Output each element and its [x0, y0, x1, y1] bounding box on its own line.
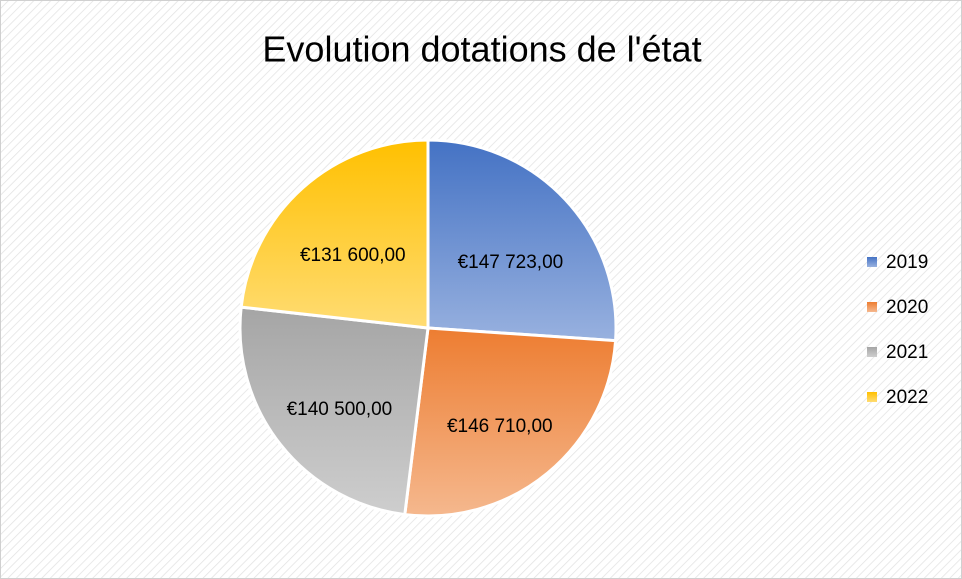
data-label: €131 600,00 — [300, 245, 406, 266]
pie-slice — [403, 326, 618, 518]
pie-slice — [239, 138, 430, 330]
data-label: €146 710,00 — [447, 416, 553, 437]
pie-slice — [426, 138, 618, 343]
data-label: €147 723,00 — [458, 252, 564, 273]
legend-label: 2022 — [886, 387, 928, 408]
legend-marker — [867, 392, 877, 402]
legend-label: 2019 — [886, 252, 928, 273]
legend-marker — [867, 347, 877, 357]
legend-label: 2021 — [886, 342, 928, 363]
data-label: €140 500,00 — [287, 399, 393, 420]
pie-slice — [238, 305, 430, 517]
legend-marker — [867, 257, 877, 267]
legend-marker — [867, 302, 877, 312]
chart-title: Evolution dotations de l'état — [262, 29, 701, 70]
legend-label: 2020 — [886, 297, 928, 318]
